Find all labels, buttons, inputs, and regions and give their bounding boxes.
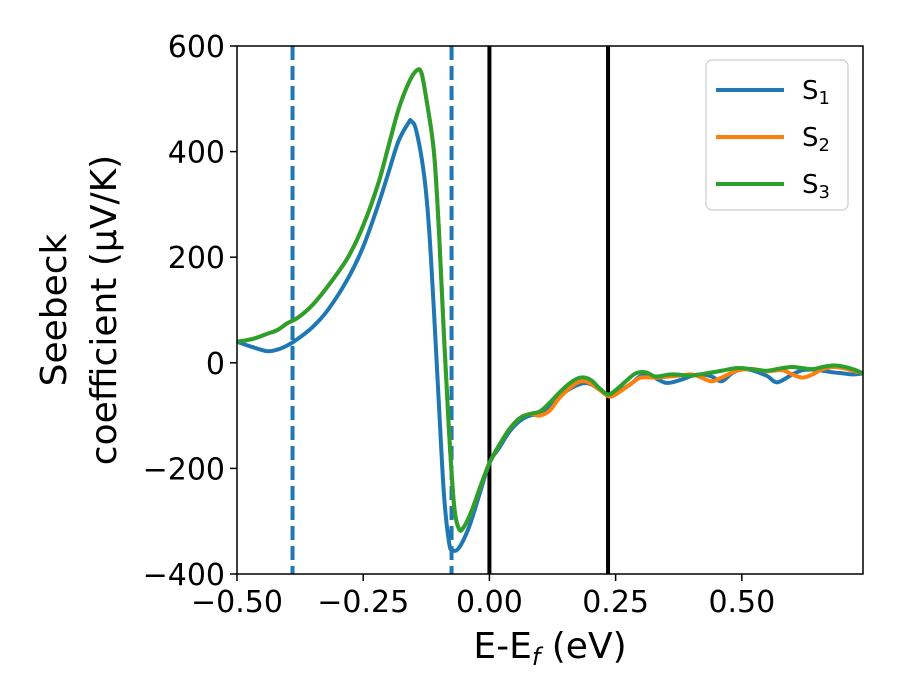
y-tick-label: 0 bbox=[206, 347, 225, 382]
y-tick-label: −200 bbox=[143, 452, 225, 487]
plot-frame bbox=[236, 45, 864, 575]
x-tick-label: 0.25 bbox=[582, 585, 649, 620]
plot-contents bbox=[237, 46, 863, 574]
svg-text:coefficient (μV/K): coefficient (μV/K) bbox=[84, 155, 125, 465]
x-tick-label: 0.50 bbox=[708, 585, 775, 620]
legend: S1 S2 S3 bbox=[705, 59, 849, 211]
y-axis-title: Seebeck coefficient (μV/K) bbox=[34, 155, 125, 465]
legend-label-s1: S1 bbox=[802, 76, 830, 109]
x-tick-label: −0.50 bbox=[191, 585, 283, 620]
axes: −0.50 −0.25 0.00 0.25 0.50 −400 −200 0 200 400 600 bbox=[143, 30, 864, 620]
y-tick-label: 400 bbox=[168, 136, 225, 171]
legend-label-s3: S3 bbox=[802, 170, 830, 203]
y-tick-label: −400 bbox=[143, 558, 225, 593]
svg-text:Seebeck: Seebeck bbox=[34, 233, 75, 386]
y-tick-label: 200 bbox=[168, 241, 225, 276]
x-axis-title: E-Ef (eV) bbox=[473, 626, 626, 671]
x-tick-label: 0.00 bbox=[456, 585, 523, 620]
x-tick-label: −0.25 bbox=[317, 585, 409, 620]
plot-area bbox=[237, 46, 863, 574]
legend-label-s2: S2 bbox=[802, 123, 830, 156]
series-line-s3 bbox=[237, 67, 863, 533]
y-tick-label: 600 bbox=[168, 30, 225, 65]
